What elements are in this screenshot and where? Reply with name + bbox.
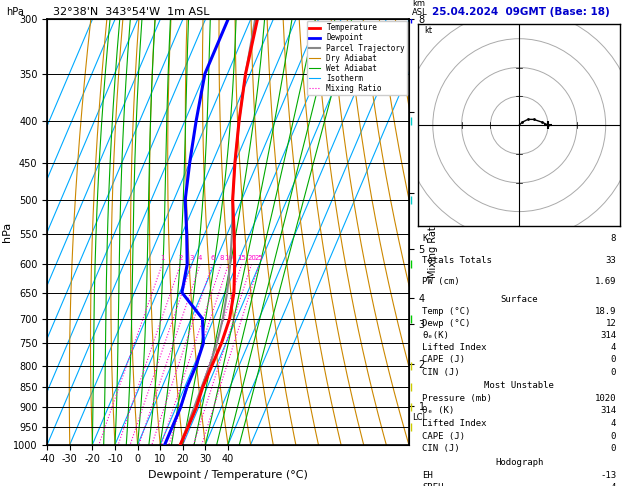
Text: CIN (J): CIN (J): [422, 367, 460, 377]
Text: Lifted Index: Lifted Index: [422, 343, 487, 352]
Text: Surface: Surface: [501, 295, 538, 304]
Text: CAPE (J): CAPE (J): [422, 432, 465, 441]
Text: LCL: LCL: [413, 413, 428, 422]
Text: EH: EH: [422, 471, 433, 480]
Text: km
ASL: km ASL: [412, 0, 428, 17]
Text: 33: 33: [606, 256, 616, 264]
Text: Most Unstable: Most Unstable: [484, 382, 554, 390]
Text: Hodograph: Hodograph: [495, 458, 543, 467]
Text: 3: 3: [189, 255, 194, 261]
Text: 4: 4: [198, 255, 203, 261]
Text: 4: 4: [611, 419, 616, 428]
Text: 0: 0: [611, 432, 616, 441]
Text: 4: 4: [611, 484, 616, 486]
Text: 8: 8: [611, 234, 616, 243]
Text: Dewp (°C): Dewp (°C): [422, 319, 470, 328]
Text: Totals Totals: Totals Totals: [422, 256, 492, 264]
Text: kt: kt: [424, 26, 432, 35]
Text: 1020: 1020: [594, 394, 616, 403]
Text: 0: 0: [611, 367, 616, 377]
Text: 314: 314: [600, 406, 616, 416]
Text: Lifted Index: Lifted Index: [422, 419, 487, 428]
Legend: Temperature, Dewpoint, Parcel Trajectory, Dry Adiabat, Wet Adiabat, Isotherm, Mi: Temperature, Dewpoint, Parcel Trajectory…: [306, 21, 408, 95]
Text: 1: 1: [160, 255, 164, 261]
Text: 4: 4: [611, 343, 616, 352]
Text: θₑ(K): θₑ(K): [422, 331, 449, 340]
Text: 32°38'N  343°54'W  1m ASL: 32°38'N 343°54'W 1m ASL: [53, 7, 210, 17]
Text: 10: 10: [224, 255, 233, 261]
Text: Temp (°C): Temp (°C): [422, 307, 470, 316]
Y-axis label: hPa: hPa: [1, 222, 11, 242]
Text: 25.04.2024  09GMT (Base: 18): 25.04.2024 09GMT (Base: 18): [432, 7, 610, 17]
Text: 1.69: 1.69: [594, 277, 616, 286]
Text: 20: 20: [247, 255, 256, 261]
Text: 8: 8: [219, 255, 223, 261]
Text: 12: 12: [606, 319, 616, 328]
Text: PW (cm): PW (cm): [422, 277, 460, 286]
Text: SREH: SREH: [422, 484, 444, 486]
Text: hPa: hPa: [6, 7, 24, 17]
Text: Pressure (mb): Pressure (mb): [422, 394, 492, 403]
Text: 0: 0: [611, 444, 616, 453]
Text: 6: 6: [210, 255, 214, 261]
Text: θₑ (K): θₑ (K): [422, 406, 455, 416]
Text: 15: 15: [237, 255, 246, 261]
X-axis label: Dewpoint / Temperature (°C): Dewpoint / Temperature (°C): [148, 470, 308, 480]
Text: 0: 0: [611, 355, 616, 364]
Text: CIN (J): CIN (J): [422, 444, 460, 453]
Text: -13: -13: [600, 471, 616, 480]
Text: 25: 25: [255, 255, 264, 261]
Text: CAPE (J): CAPE (J): [422, 355, 465, 364]
Text: 18.9: 18.9: [594, 307, 616, 316]
Text: 2: 2: [179, 255, 182, 261]
Text: K: K: [422, 234, 428, 243]
Text: 314: 314: [600, 331, 616, 340]
Y-axis label: Mixing Ratio (g/kg): Mixing Ratio (g/kg): [428, 186, 438, 278]
